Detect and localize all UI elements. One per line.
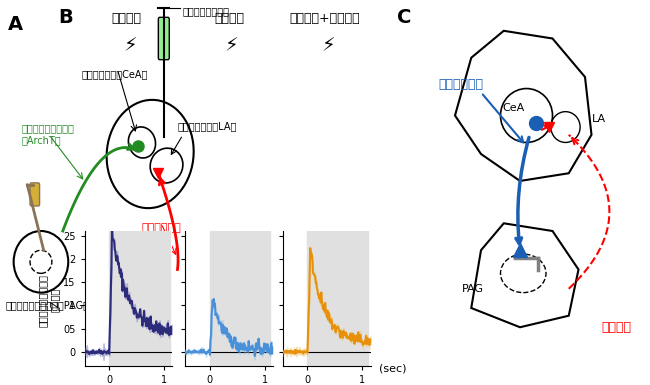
Text: 扁桃体中心核（CeA）: 扁桃体中心核（CeA） <box>82 69 148 79</box>
Text: A: A <box>8 15 23 34</box>
Text: 中脳水道周囲灰白質（PAG）: 中脳水道周囲灰白質（PAG） <box>5 300 90 310</box>
Text: 外側核の活動記録: 外側核の活動記録 <box>183 6 230 16</box>
Text: 恐怖信号: 恐怖信号 <box>601 321 631 334</box>
Bar <box>109 231 170 366</box>
Text: LA: LA <box>592 114 606 124</box>
Text: (sec): (sec) <box>379 363 406 373</box>
Bar <box>307 231 368 366</box>
Text: CeA: CeA <box>502 103 525 113</box>
Text: 電気ショック: 電気ショック <box>142 223 182 233</box>
Text: 予測あり: 予測あり <box>214 12 244 25</box>
Text: 恐怖抑制回路: 恐怖抑制回路 <box>439 78 484 91</box>
Text: ⚡: ⚡ <box>123 37 137 56</box>
Text: ⚡: ⚡ <box>321 37 335 56</box>
Text: 予測なし: 予測なし <box>112 12 142 25</box>
FancyBboxPatch shape <box>159 17 169 60</box>
Text: ⚡: ⚡ <box>224 37 238 56</box>
Text: 予測あり+回路抑制: 予測あり+回路抑制 <box>290 12 360 25</box>
Text: C: C <box>396 8 411 27</box>
Text: 光感受性抑制ポンプ
（ArchT）: 光感受性抑制ポンプ （ArchT） <box>22 123 75 145</box>
Text: B: B <box>58 8 73 27</box>
Text: 扁桃体外側核（LA）: 扁桃体外側核（LA） <box>177 121 237 131</box>
Bar <box>210 231 270 366</box>
Text: PAG: PAG <box>462 284 484 294</box>
Text: 神経細胞の発火頻度
（Z値）: 神経細胞の発火頻度 （Z値） <box>38 274 60 327</box>
FancyBboxPatch shape <box>30 183 40 206</box>
